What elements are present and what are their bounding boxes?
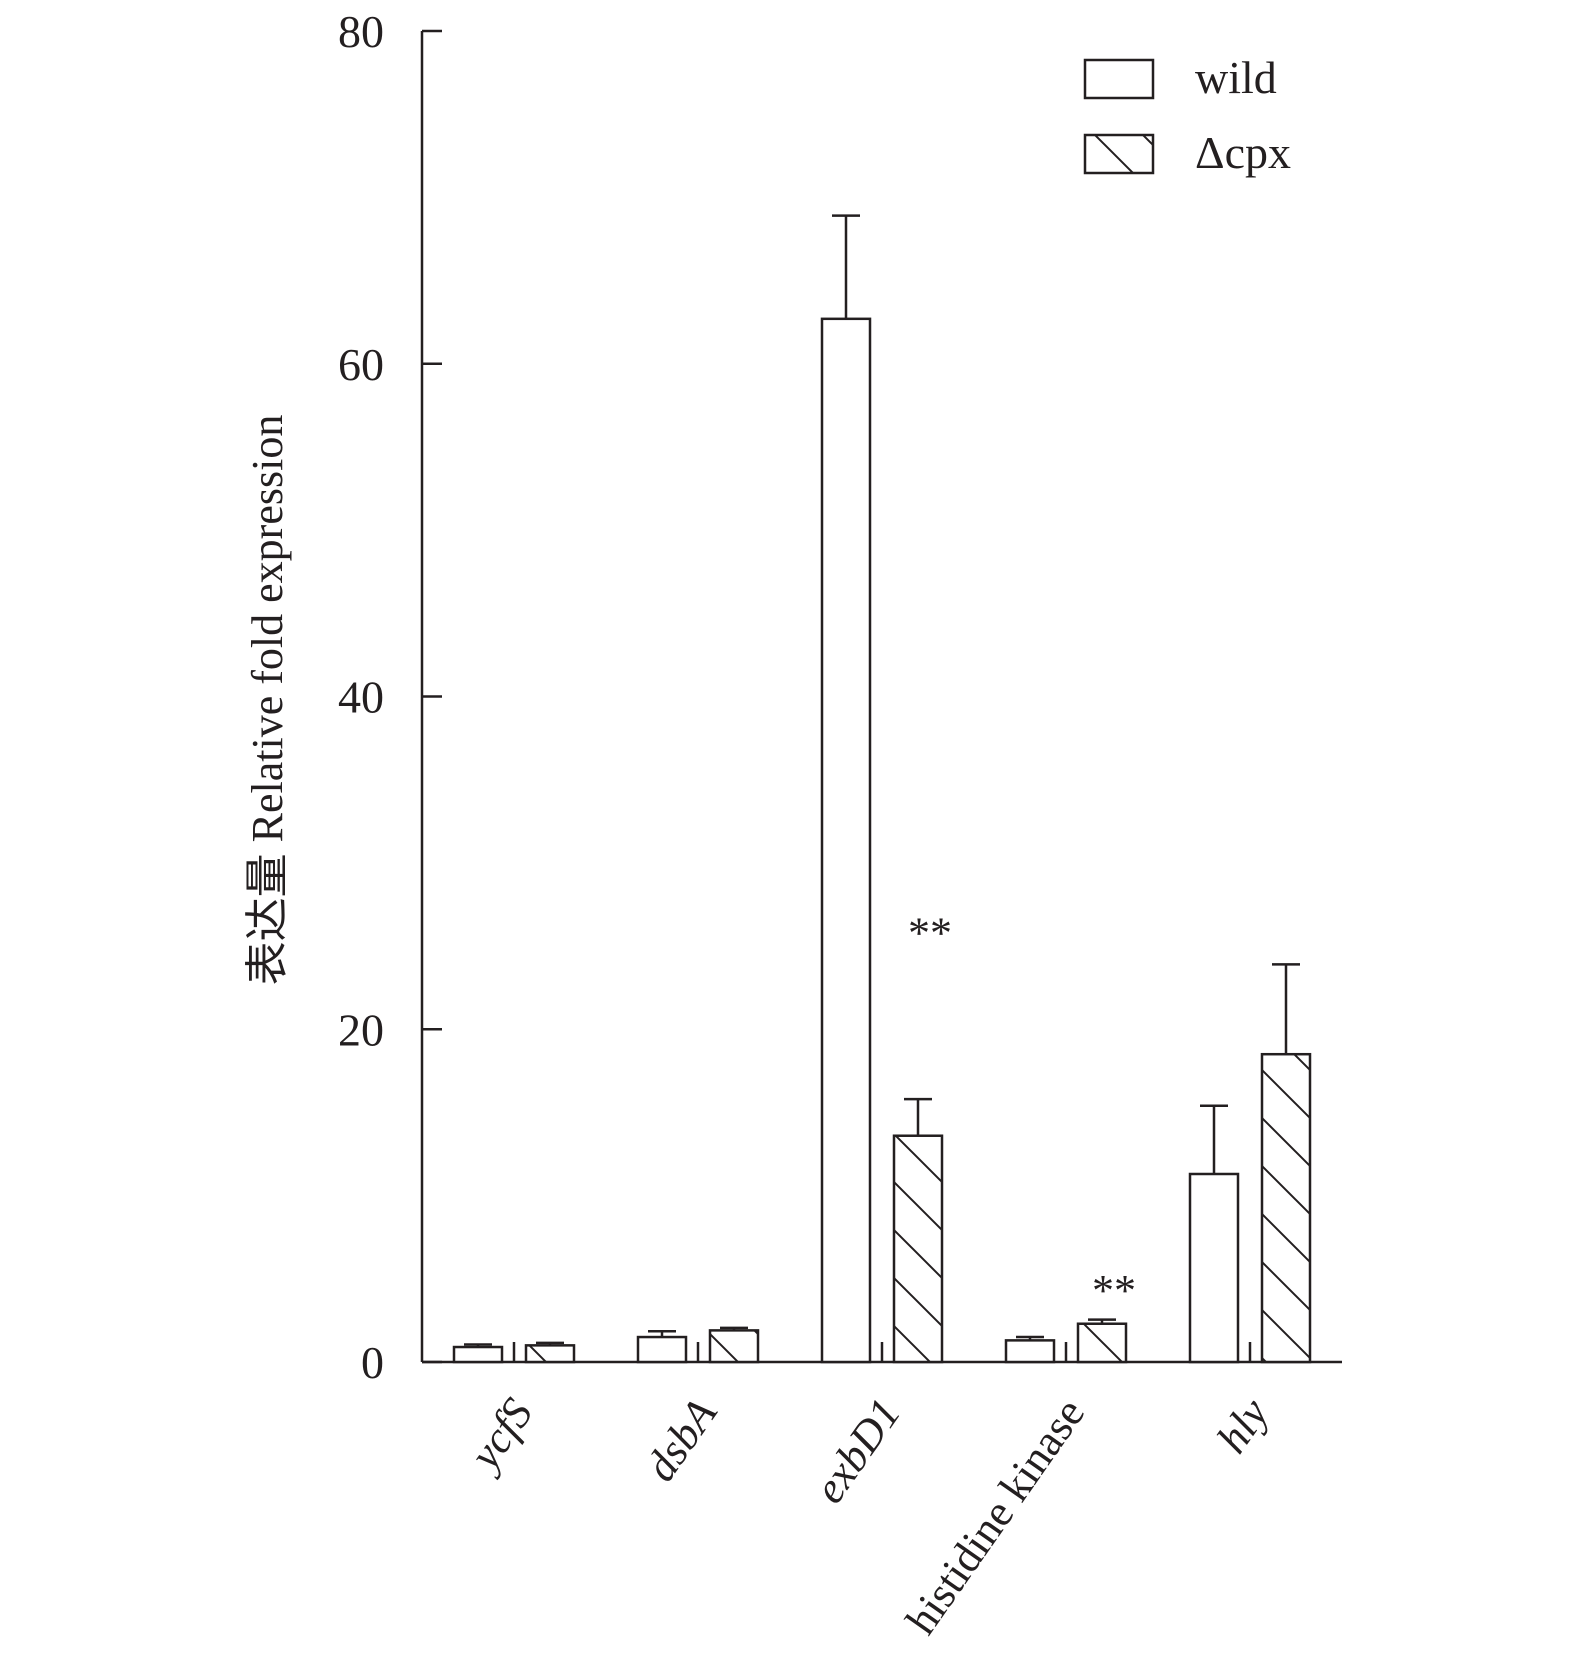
category-label-1: dsbA [636,1389,727,1490]
bar-wild-2 [820,317,872,1364]
bar-dcpx-1 [708,1329,760,1364]
labels-layer: 0 20 40 60 80 表达量 Relative fold expression ycf… [243,6,1278,1643]
legend-swatch-wild [1083,58,1155,100]
category-label-2: exbD1 [804,1390,910,1512]
y-tick-label-60: 60 [338,339,384,390]
bar-wild-3 [1004,1339,1056,1364]
bar-dcpx-2 [892,1134,944,1364]
legend-label-dcpx: Δcpx [1195,127,1291,178]
bar-dcpx-4 [1260,1052,1312,1364]
category-label-3: histidine kinase [896,1390,1094,1643]
legend: wild Δcpx [1083,52,1291,178]
axes-layer [420,29,1342,1364]
significance-marker-1: ** [1092,1266,1136,1315]
y-tick-label-20: 20 [338,1004,384,1055]
bar-wild-0 [452,1345,504,1364]
significance-marker-0: ** [908,908,952,957]
legend-swatch-dcpx [1083,133,1155,175]
y-tick-label-80: 80 [338,6,384,57]
y-tick-label-40: 40 [338,672,384,723]
bar-wild-4 [1188,1172,1240,1364]
y-tick-label-0: 0 [361,1337,384,1388]
legend-label-wild: wild [1195,52,1277,103]
bar-dcpx-3 [1076,1322,1128,1364]
bar-dcpx-0 [524,1344,576,1364]
bars-layer [452,214,1312,1364]
y-axis-title: 表达量 Relative fold expression [243,415,292,986]
category-label-4: hly [1207,1389,1278,1462]
category-label-0: ycfS [458,1390,542,1481]
bar-wild-1 [636,1335,688,1364]
